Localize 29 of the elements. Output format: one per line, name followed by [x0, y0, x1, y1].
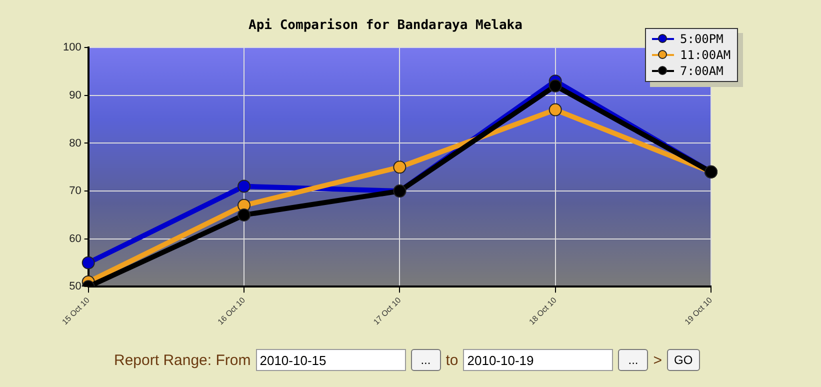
y-tick-label: 60	[69, 232, 82, 245]
point	[82, 256, 95, 270]
x-tick-label: 16 Oct 10	[216, 295, 248, 327]
form-button[interactable]: ...	[410, 349, 441, 371]
x-tick-label: 18 Oct 10	[527, 295, 559, 327]
text: to	[446, 352, 458, 368]
form-button[interactable]: GO	[667, 349, 700, 371]
date-field[interactable]: 2010-10-15	[256, 349, 406, 371]
point	[548, 79, 562, 92]
y-tick-label: 90	[69, 89, 82, 102]
legend-label: 11:00AM	[680, 48, 731, 62]
y-tick-label: 80	[69, 137, 82, 150]
point	[548, 103, 562, 116]
y-tick-label: 50	[69, 280, 82, 293]
legend-label: 5:00PM	[680, 32, 724, 46]
chart-title: Api Comparison for Bandaraya Melaka	[248, 18, 523, 34]
text: Report Range: From	[114, 352, 251, 368]
point	[238, 208, 251, 222]
text: >	[653, 352, 662, 368]
date-field[interactable]: 2010-10-19	[463, 349, 614, 371]
y-tick-label: 70	[69, 185, 82, 198]
y-tick-label: 100	[62, 42, 82, 54]
x-tick-label: 15 Oct 10	[60, 295, 92, 327]
legend-label: 7:00AM	[680, 64, 724, 78]
point	[238, 180, 251, 193]
x-tick-label: 17 Oct 10	[372, 295, 404, 327]
point	[393, 160, 406, 174]
form-button[interactable]: ...	[618, 349, 648, 371]
x-tick-label: 19 Oct 10	[683, 295, 714, 327]
